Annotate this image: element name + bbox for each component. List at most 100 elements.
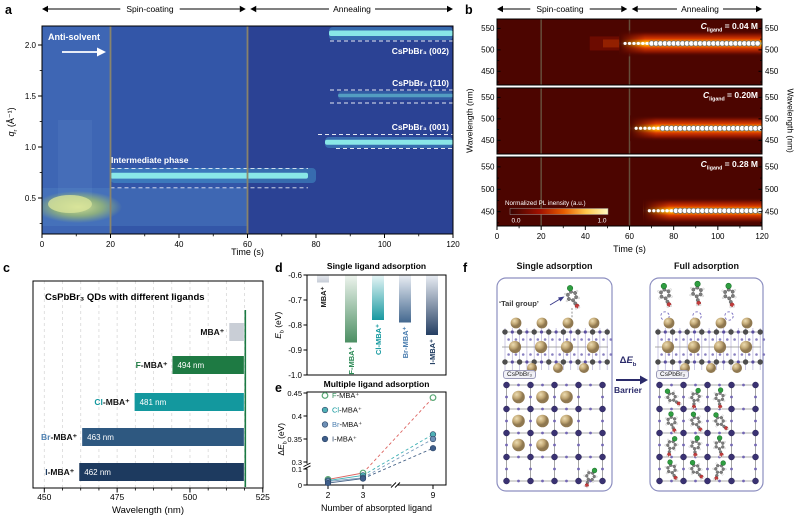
carbon-atom bbox=[666, 417, 670, 421]
br-atom bbox=[751, 360, 755, 364]
hydrogen-atom bbox=[691, 406, 693, 409]
hydrogen-atom bbox=[700, 478, 702, 480]
br-atom bbox=[704, 353, 707, 356]
barrier-arrowhead bbox=[640, 375, 648, 385]
br-atom bbox=[718, 431, 721, 435]
cs-atom bbox=[512, 438, 525, 452]
arrowhead-left bbox=[497, 5, 503, 13]
pb-atom bbox=[757, 359, 763, 365]
br-atom bbox=[558, 353, 561, 356]
hydrogen-atom bbox=[592, 480, 595, 483]
hydrogen-atom bbox=[664, 396, 667, 399]
ammonium-group bbox=[724, 426, 729, 431]
hydrogen-atom bbox=[690, 424, 693, 427]
pb-site bbox=[752, 381, 759, 389]
x-axis-label: Time (s) bbox=[231, 247, 264, 257]
pb-site bbox=[680, 453, 687, 461]
bar-value-label: 463 nm bbox=[87, 433, 114, 442]
arrowhead-left bbox=[631, 5, 638, 13]
x-axis-label: Time (s) bbox=[613, 244, 646, 254]
pb-atom bbox=[560, 359, 567, 365]
br-atom bbox=[733, 338, 736, 341]
hydrogen-atom bbox=[701, 294, 705, 298]
br-atom bbox=[706, 395, 709, 399]
intermediate-phase-streak bbox=[110, 172, 308, 179]
br-atom bbox=[755, 353, 758, 356]
hydrogen-atom bbox=[574, 307, 578, 310]
hydrogen-atom bbox=[688, 396, 691, 399]
br-atom bbox=[711, 338, 714, 341]
br-atom bbox=[696, 338, 700, 341]
hydrogen-atom bbox=[690, 439, 693, 442]
ligand-name-label: F-MBA⁺ bbox=[136, 360, 168, 370]
pb-site bbox=[752, 453, 759, 461]
pb-site bbox=[728, 429, 735, 437]
bar-value-label: 494 nm bbox=[177, 361, 204, 370]
pl-peak-trace-dot bbox=[647, 126, 651, 130]
br-atom bbox=[517, 479, 520, 483]
legend-label: F-MBA⁺ bbox=[332, 391, 359, 400]
pb-atom bbox=[604, 329, 610, 335]
cs-atom bbox=[508, 340, 522, 354]
br-atom bbox=[694, 479, 697, 483]
pb-atom bbox=[742, 359, 749, 365]
br-atom bbox=[730, 467, 733, 471]
hydrogen-atom bbox=[577, 306, 581, 309]
br-atom bbox=[707, 360, 711, 364]
carbon-atom bbox=[673, 395, 677, 399]
hydrogen-atom bbox=[698, 448, 701, 451]
y-tick-label-right: 450 bbox=[765, 136, 779, 145]
br-atom bbox=[541, 407, 544, 411]
br-atom bbox=[740, 353, 744, 356]
cs-atom bbox=[510, 317, 522, 329]
carbon-atom bbox=[673, 443, 677, 447]
br-atom bbox=[541, 455, 544, 459]
x-tick-label: 40 bbox=[581, 232, 590, 241]
br-atom bbox=[510, 360, 514, 364]
carbon-atom bbox=[715, 422, 720, 426]
arrowhead-right bbox=[447, 5, 453, 13]
perovskite-slab bbox=[655, 317, 766, 373]
data-point bbox=[429, 445, 437, 452]
br-atom bbox=[589, 407, 592, 411]
adsorption-energy-bar bbox=[372, 275, 384, 320]
pb-atom bbox=[531, 329, 537, 335]
ligand-molecule bbox=[688, 435, 703, 458]
single-adsorption-title: Single adsorption bbox=[516, 261, 593, 271]
arrowhead-left bbox=[250, 5, 257, 13]
carbon-atom bbox=[721, 393, 725, 398]
hydrogen-atom bbox=[702, 476, 705, 479]
br-atom bbox=[722, 330, 726, 334]
pb-site bbox=[599, 477, 606, 485]
pb-site bbox=[599, 453, 606, 461]
br-atom bbox=[525, 330, 529, 334]
pb-site bbox=[575, 429, 582, 437]
x-tick-label: 120 bbox=[446, 240, 460, 249]
carbon-atom bbox=[666, 466, 670, 470]
cspbbr3-001-streak bbox=[325, 139, 453, 145]
br-atom bbox=[706, 419, 709, 423]
carbon-atom bbox=[723, 290, 728, 294]
hydrogen-atom bbox=[721, 473, 724, 476]
x-tick-label: 475 bbox=[110, 492, 124, 502]
pb-atom bbox=[699, 329, 705, 335]
ligand-molecule bbox=[688, 387, 703, 410]
br-atom bbox=[580, 338, 583, 341]
hydrogen-atom bbox=[664, 466, 667, 469]
br-atom bbox=[536, 353, 540, 356]
y-tick-label: 2.0 bbox=[25, 41, 37, 50]
br-atom bbox=[747, 338, 751, 341]
panel-a-label: a bbox=[5, 3, 12, 17]
br-atom bbox=[711, 353, 714, 356]
carbon-atom bbox=[696, 416, 700, 420]
br-atom bbox=[667, 338, 671, 341]
pb-atom bbox=[669, 359, 676, 365]
br-atom bbox=[674, 338, 678, 341]
cs-atom bbox=[560, 340, 574, 354]
hydrogen-atom bbox=[698, 430, 701, 433]
panel-b-y-axis-label-right: Wavelength (nm) bbox=[785, 88, 796, 153]
carbon-atom bbox=[666, 395, 670, 399]
bar-value-label: 462 nm bbox=[84, 468, 111, 477]
cs-atom bbox=[579, 363, 589, 373]
